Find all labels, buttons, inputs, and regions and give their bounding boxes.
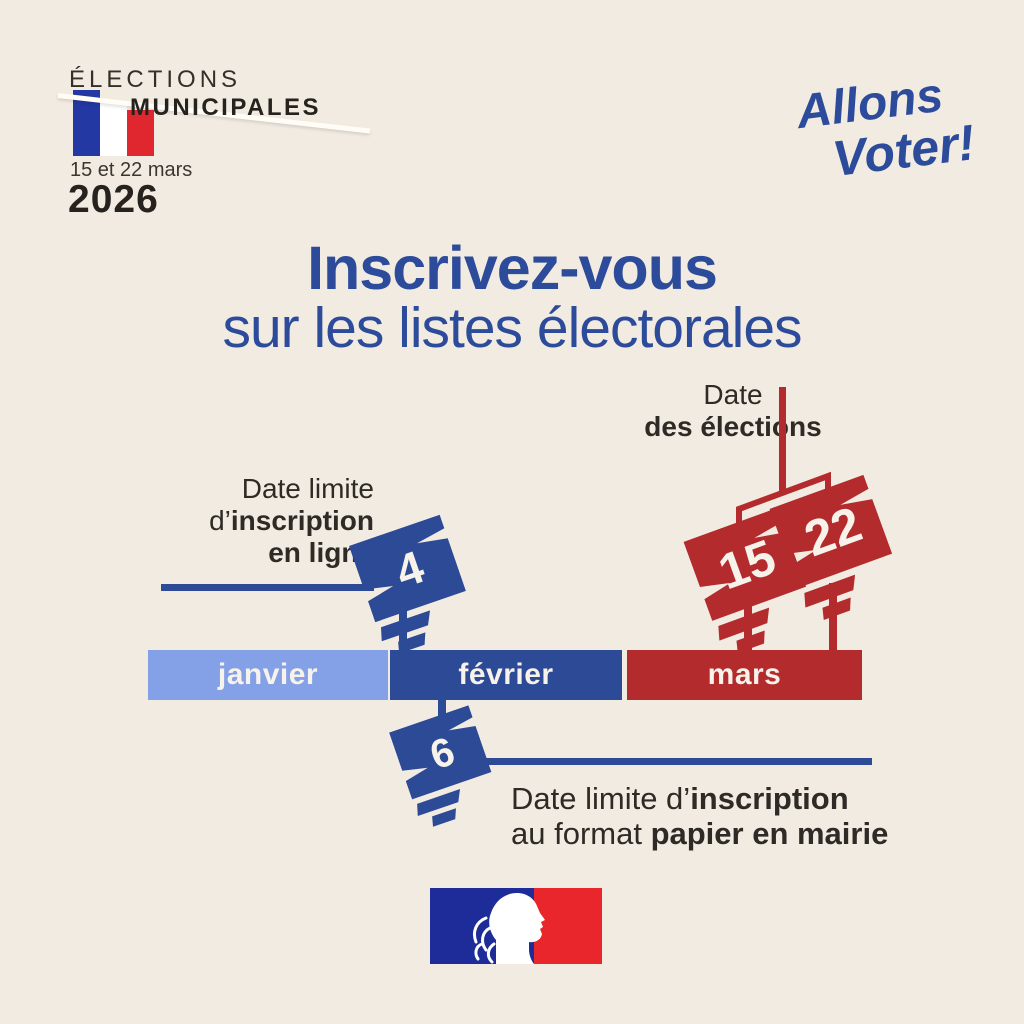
elections-label-line2: des élections (644, 411, 822, 442)
online-connector-line (161, 584, 374, 591)
month-label-mars: mars (707, 658, 782, 691)
stick-day-22 (829, 583, 837, 654)
flag-day-22: 22 (769, 474, 893, 621)
marianne-hair-strokes (472, 916, 496, 964)
timeline-month-fevrier: février (390, 650, 622, 700)
brand-year: 2026 (68, 178, 159, 221)
flag-day-6: 6 (389, 705, 492, 827)
online-deadline-label: Date limite d’inscription en ligne (122, 473, 374, 569)
elections-connector-line (779, 387, 786, 493)
online-label-line2-prefix: d’ (209, 505, 231, 536)
flag-white-stripe (100, 103, 127, 156)
page-subtitle: sur les listes électorales (222, 296, 802, 360)
brand-name: MUNICIPALES (130, 94, 322, 121)
elections-label-line1: Date (703, 379, 763, 410)
online-label-line2-bold: inscription (230, 505, 374, 536)
page-title: Inscrivez-vous (307, 234, 718, 302)
brand-eyebrow: ÉLECTIONS (69, 66, 242, 93)
online-label-line1: Date limite (241, 473, 374, 504)
paper-label-line2-bold: papier en mairie (650, 816, 889, 851)
flag-red-stripe (127, 110, 154, 156)
paper-connector-line (484, 758, 872, 765)
paper-label-line2-prefix: au format (511, 816, 651, 851)
stick-day-6 (438, 698, 446, 728)
paper-label-line1-prefix: Date limite d’ (511, 781, 691, 816)
month-label-fevrier: février (458, 658, 554, 691)
elections-label: Date des élections (608, 379, 858, 443)
brand-dates: 15 et 22 mars (70, 159, 193, 181)
paper-deadline-label: Date limite d’inscription au format papi… (511, 781, 888, 851)
allons-voter-logo: Allons Voter! (793, 69, 978, 187)
marianne-logo (430, 888, 602, 964)
elections-bracket (736, 471, 831, 527)
flag-day-15: 15 (683, 507, 807, 654)
month-label-janvier: janvier (217, 658, 319, 691)
timeline-month-janvier: janvier (148, 650, 388, 700)
paper-label-line1-bold: inscription (690, 781, 849, 816)
marianne-profile (489, 893, 545, 964)
flag-day-4: 4 (348, 514, 466, 654)
timeline-month-mars: mars (627, 650, 862, 700)
